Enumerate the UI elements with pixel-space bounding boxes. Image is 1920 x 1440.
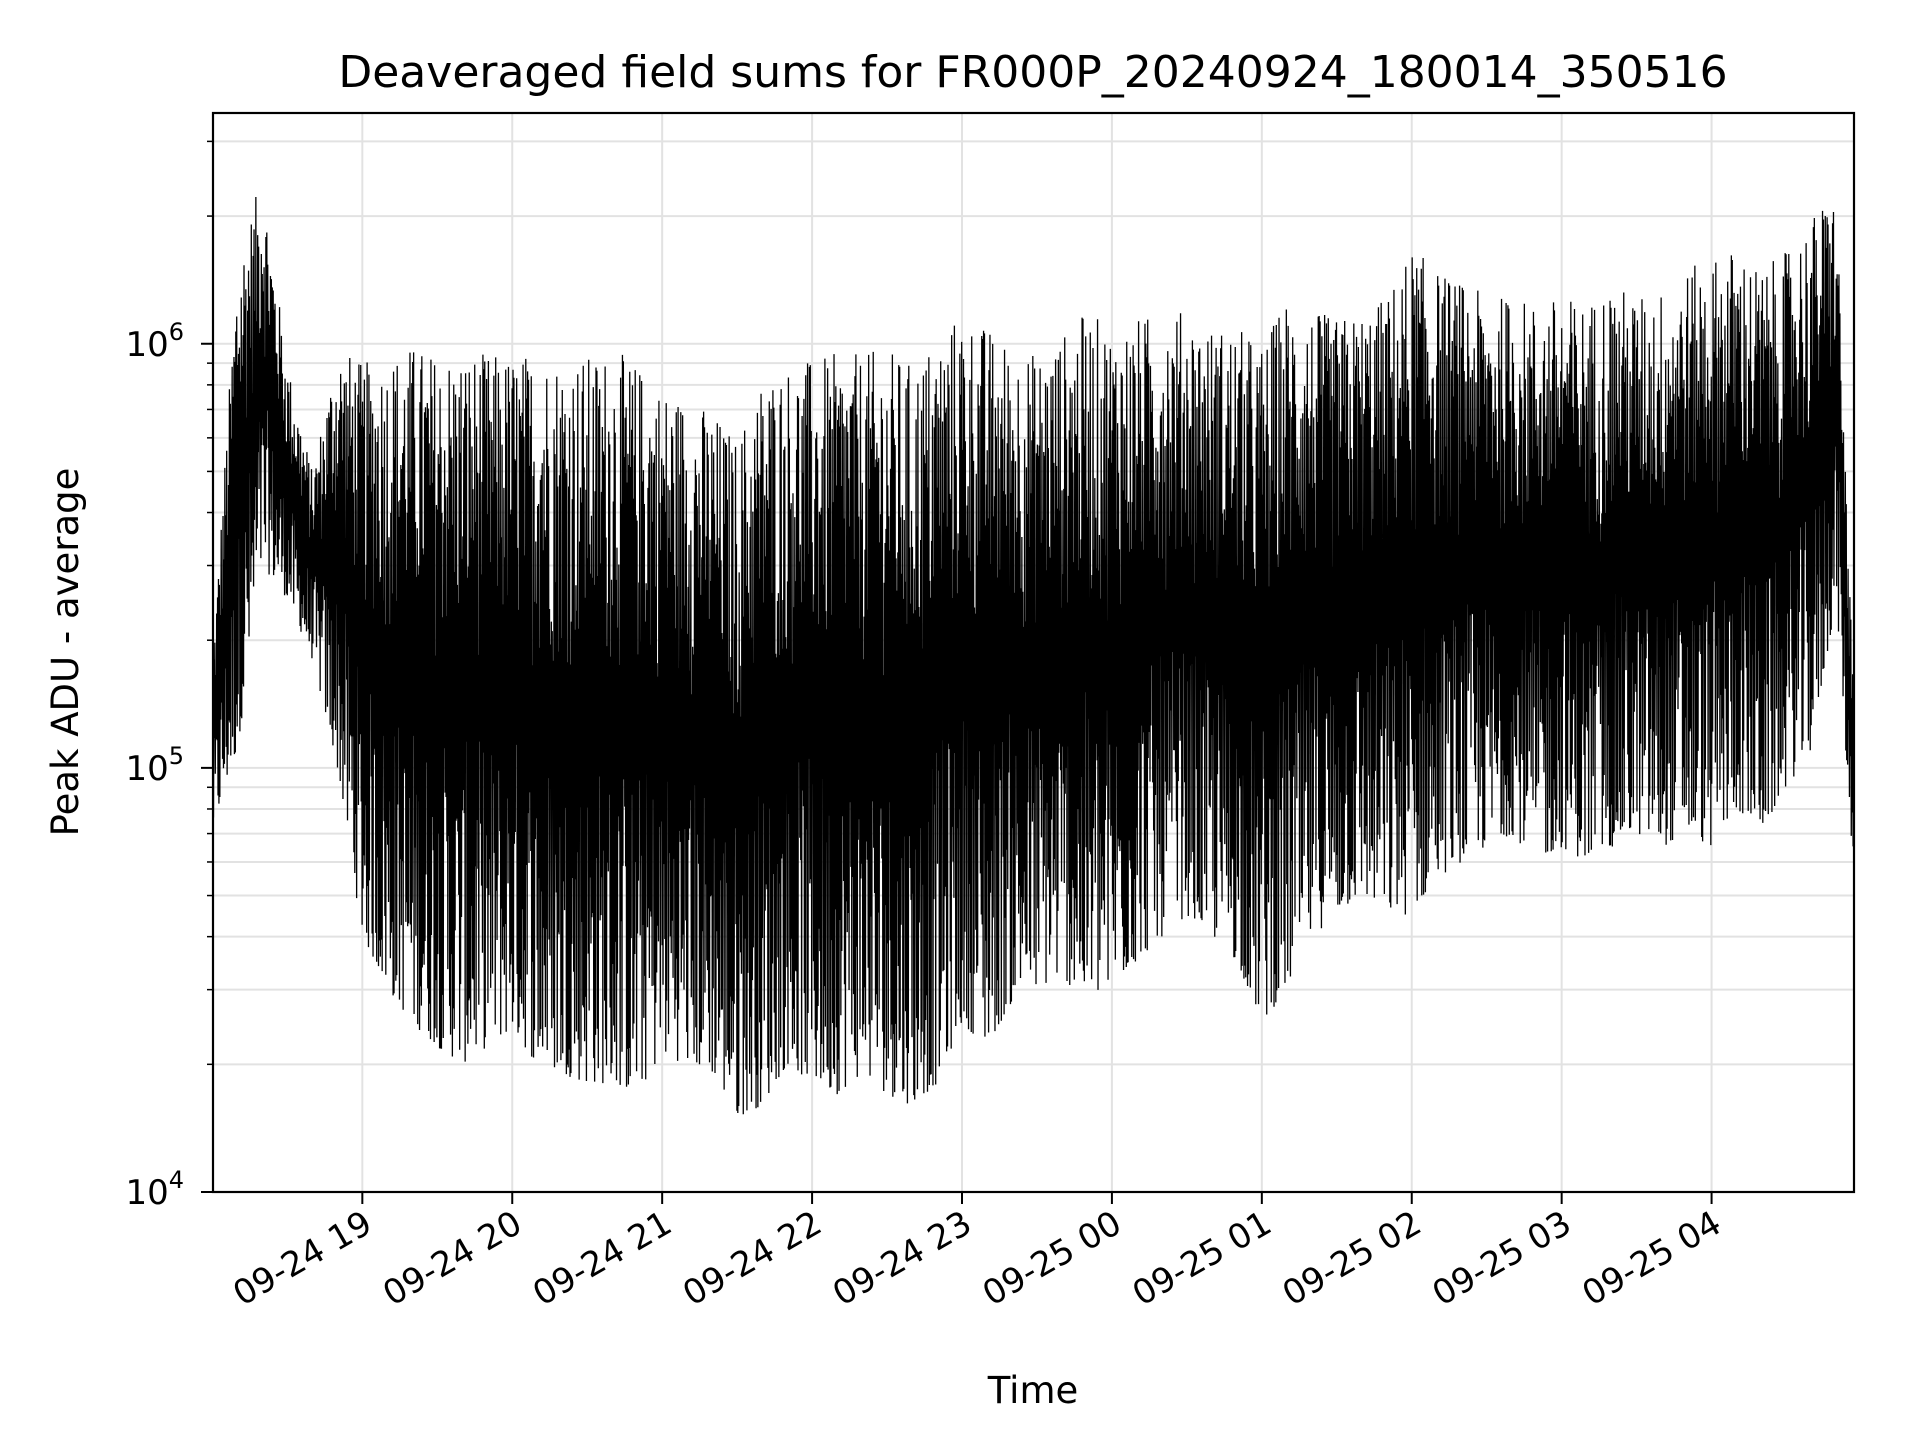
y-tick-label: 105 [125, 742, 184, 789]
x-tick-label: 09-25 00 [976, 1203, 1128, 1314]
y-tick-label: 104 [125, 1166, 184, 1213]
y-tick-label: 106 [125, 318, 184, 365]
plot-frame [211, 111, 1856, 1194]
x-tick-label: 09-24 23 [826, 1203, 978, 1314]
x-tick-label: 09-25 04 [1576, 1203, 1728, 1314]
series-line [212, 197, 1855, 1115]
series-layer [212, 197, 1855, 1115]
y-axis-label: Peak ADU - average [44, 468, 87, 837]
y-axis: 104 105 106 [125, 140, 213, 1213]
x-tick-label: 09-25 03 [1426, 1203, 1578, 1314]
x-tick-label: 09-24 20 [376, 1203, 528, 1314]
chart-title: Deaveraged field sums for FR000P_2024092… [338, 47, 1727, 98]
x-tick-label: 09-24 19 [226, 1203, 378, 1314]
x-tick-label: 09-24 21 [526, 1203, 678, 1314]
x-axis-label: Time [987, 1369, 1079, 1412]
x-tick-label: 09-25 02 [1276, 1203, 1428, 1314]
x-tick-label: 09-24 22 [676, 1203, 828, 1314]
x-tick-label: 09-25 01 [1126, 1203, 1278, 1314]
